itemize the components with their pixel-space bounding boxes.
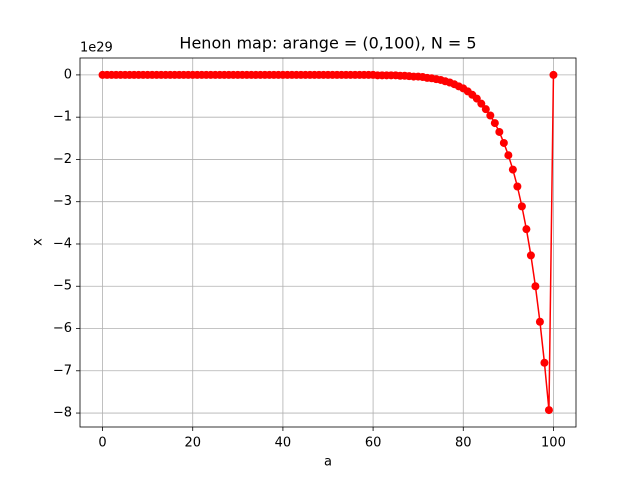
data-point [513,182,522,191]
data-point [486,111,495,120]
y-tick-label: 0 [64,67,72,82]
data-point [504,151,513,160]
x-tick-label: 0 [98,436,106,451]
data-point [499,138,508,147]
y-tick-label: −7 [53,363,72,378]
y-offset-label: 1e29 [80,41,113,56]
x-tick-label: 80 [455,436,472,451]
data-point [535,317,544,326]
data-point [526,251,535,260]
y-tick-label: −1 [53,110,72,125]
x-tick-label: 60 [365,436,382,451]
y-tick-label: −2 [53,152,72,167]
data-point [481,105,490,114]
data-point [508,165,517,174]
x-tick-label: 100 [541,436,566,451]
y-tick-label: −4 [53,236,72,251]
y-axis-label: x [31,238,46,246]
data-point [522,225,531,234]
data-point [549,70,558,79]
data-point [517,202,526,211]
data-point [477,99,486,108]
y-tick-label: −6 [53,321,72,336]
data-point [544,406,553,415]
x-tick-label: 40 [275,436,292,451]
plot-frame [79,57,577,428]
data-point [495,127,504,136]
data-point [490,119,499,128]
x-tick-label: 20 [184,436,201,451]
y-tick-label: −8 [53,406,72,421]
chart-title: Henon map: arange = (0,100), N = 5 [179,34,476,53]
y-tick-label: −5 [53,279,72,294]
y-tick-label: −3 [53,194,72,209]
x-axis-label: a [324,455,332,470]
data-point [540,358,549,367]
data-point [531,282,540,291]
